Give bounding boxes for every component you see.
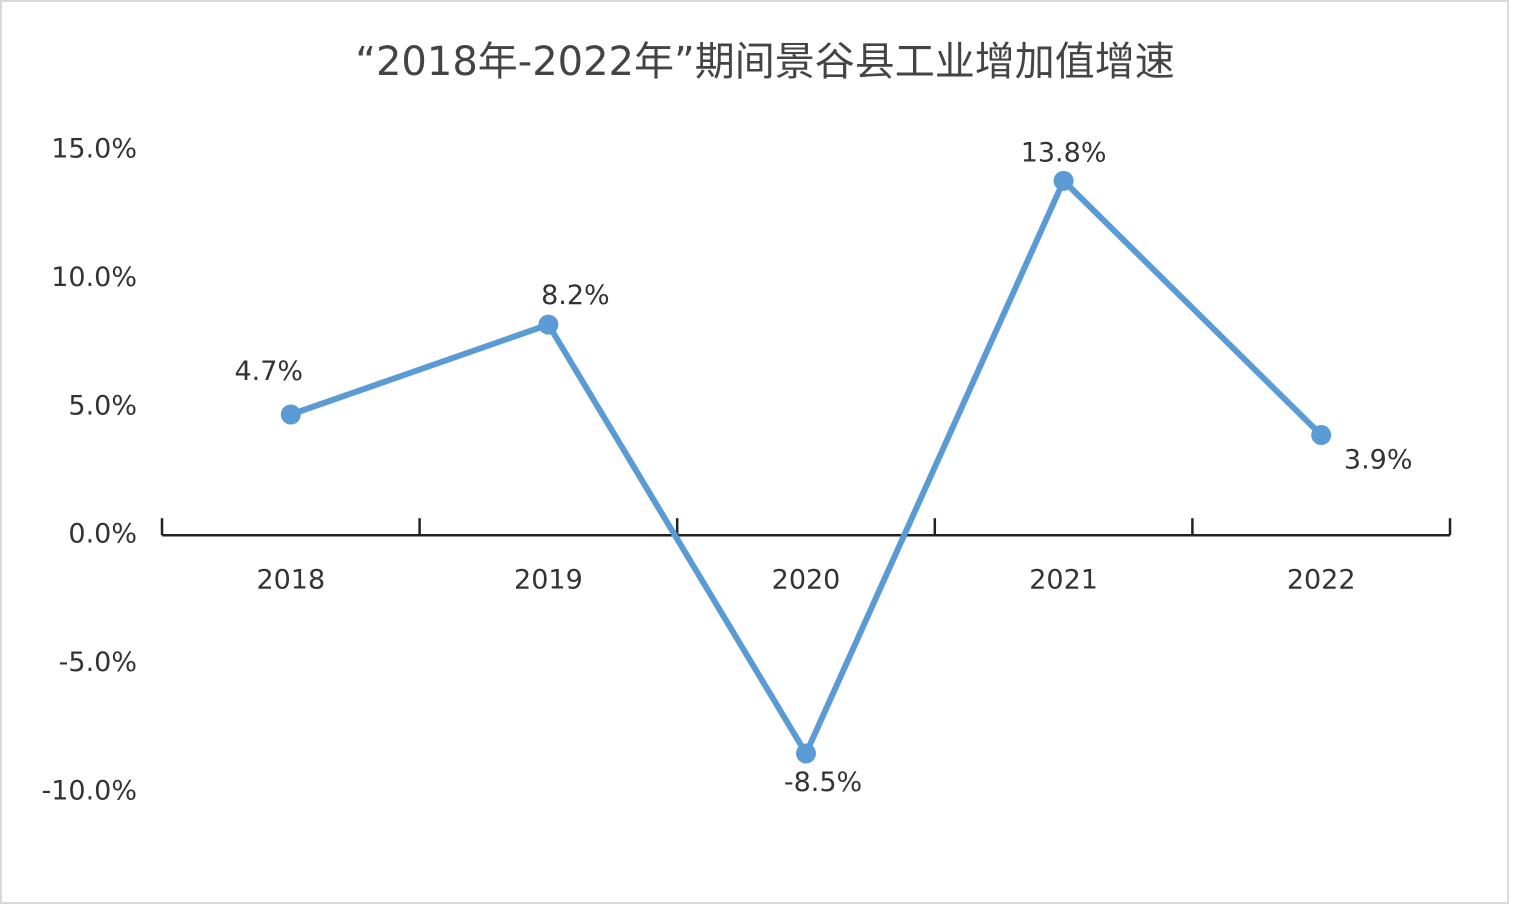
- y-tick-label: 5.0%: [68, 390, 137, 421]
- y-tick-label: 15.0%: [51, 134, 137, 165]
- x-tick-label: 2019: [514, 565, 583, 596]
- y-tick-label: -10.0%: [41, 776, 137, 807]
- y-tick-label: 0.0%: [68, 519, 137, 550]
- marker: [538, 314, 559, 335]
- chart-title: “2018年-2022年”期间景谷县工业增加值增速: [355, 39, 1174, 85]
- x-tick-label: 2018: [256, 565, 325, 596]
- data-label: 4.7%: [234, 356, 303, 387]
- y-tick-label: 10.0%: [51, 262, 137, 293]
- x-tick-label: 2020: [772, 565, 841, 596]
- marker: [796, 743, 816, 764]
- data-label: 3.9%: [1344, 445, 1413, 476]
- marker: [1311, 425, 1332, 446]
- y-tick-label: -5.0%: [59, 647, 137, 678]
- data-label: 13.8%: [1021, 137, 1107, 168]
- data-label: 8.2%: [541, 280, 610, 311]
- data-label: -8.5%: [784, 767, 862, 798]
- x-tick-label: 2021: [1029, 565, 1098, 596]
- marker: [280, 404, 301, 425]
- marker: [1053, 170, 1074, 191]
- x-tick-label: 2022: [1287, 565, 1356, 596]
